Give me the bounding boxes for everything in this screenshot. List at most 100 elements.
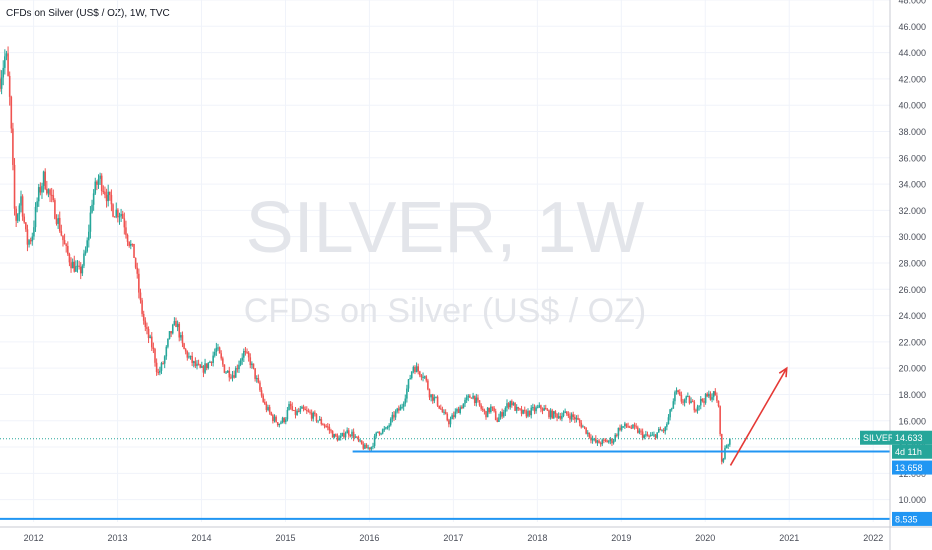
candle-body (704, 393, 707, 403)
candle-body (407, 379, 410, 389)
candle-body (636, 427, 639, 433)
candle-body (574, 416, 576, 420)
candle-body (536, 407, 539, 409)
candle-body (646, 434, 649, 436)
candle-body (473, 395, 476, 404)
candle-body (301, 406, 303, 409)
candle-body (70, 262, 72, 269)
candle-body (685, 396, 688, 400)
candle-body (398, 408, 400, 411)
y-tick-label: 36.000 (898, 153, 926, 163)
candle-body (86, 240, 88, 252)
candle-body (607, 441, 610, 443)
candle-body (36, 201, 38, 207)
candle-body (669, 409, 671, 418)
candle-body (546, 409, 549, 411)
candle-body (580, 422, 583, 428)
candle-body (598, 440, 600, 444)
x-tick-label: 2022 (863, 533, 883, 543)
candle-body (110, 194, 113, 205)
bottom-price-badge: 8.535 (895, 514, 918, 524)
candle-body (159, 370, 161, 373)
candle-body (406, 388, 408, 399)
candle-body (310, 412, 313, 419)
candle-body (34, 206, 37, 228)
candle-body (160, 363, 163, 371)
x-tick-label: 2012 (24, 533, 44, 543)
candle-body (527, 410, 529, 417)
watermark-description: CFDs on Silver (US$ / OZ) (244, 292, 646, 330)
candle-body (535, 407, 537, 412)
candle-body (222, 358, 224, 365)
candle-body (554, 411, 557, 414)
candle-body (478, 400, 481, 406)
x-tick-label: 2013 (108, 533, 128, 543)
candle-body (331, 431, 334, 438)
candle-body (494, 411, 497, 420)
candle-body (213, 351, 216, 356)
candle-body (362, 444, 365, 449)
candle-body (202, 366, 205, 373)
candle-body (183, 343, 185, 350)
candle-body (199, 364, 202, 368)
candle-body (444, 411, 447, 414)
candle-body (457, 409, 460, 414)
candle-body (16, 214, 19, 221)
candle-body (410, 371, 413, 379)
candle-body (104, 191, 106, 195)
candle-body (233, 375, 235, 378)
candles (0, 46, 731, 465)
candle-body (246, 351, 248, 353)
candle-body (619, 427, 621, 430)
candle-body (711, 397, 713, 400)
candle-body (462, 403, 465, 409)
candle-body (491, 406, 494, 408)
candle-body (402, 403, 405, 407)
y-tick-label: 18.000 (898, 390, 926, 400)
candle-body (138, 273, 140, 293)
candle-body (78, 265, 80, 267)
candle-body (391, 414, 394, 419)
candle-body (154, 349, 156, 363)
candle-body (393, 414, 395, 418)
candle-body (84, 251, 87, 254)
candle-body (381, 429, 384, 434)
candle-body (178, 323, 181, 338)
candle-body (662, 430, 665, 432)
candle-body (651, 434, 654, 436)
candle-body (544, 408, 547, 410)
candle-body (523, 409, 526, 412)
candle-body (606, 440, 608, 443)
candle-body (633, 424, 636, 427)
candle-body (375, 432, 378, 437)
x-tick-label: 2018 (527, 533, 547, 543)
bottom-price-badge-bg (892, 511, 932, 526)
candle-body (709, 393, 712, 400)
candle-body (121, 213, 124, 219)
candle-body (37, 187, 40, 202)
candle-body (719, 406, 721, 435)
candle-body (511, 401, 513, 406)
candle-body (247, 352, 250, 358)
candle-body (435, 396, 437, 398)
candle-body (254, 368, 256, 379)
candle-body (118, 216, 121, 218)
candle-body (88, 231, 90, 241)
candle-body (81, 265, 84, 274)
candle-body (65, 244, 68, 246)
candle-body (577, 417, 579, 420)
candle-body (680, 394, 683, 402)
candle-body (252, 363, 255, 369)
candle-body (173, 321, 176, 325)
candle-body (540, 405, 542, 409)
candle-body (205, 363, 208, 369)
candle-body (317, 420, 319, 422)
y-tick-label: 16.000 (898, 416, 926, 426)
candle-body (627, 426, 629, 428)
candle-body (20, 196, 22, 206)
candle-body (543, 408, 545, 411)
candle-body (117, 209, 119, 218)
candle-body (15, 208, 17, 221)
candle-body (234, 368, 237, 378)
